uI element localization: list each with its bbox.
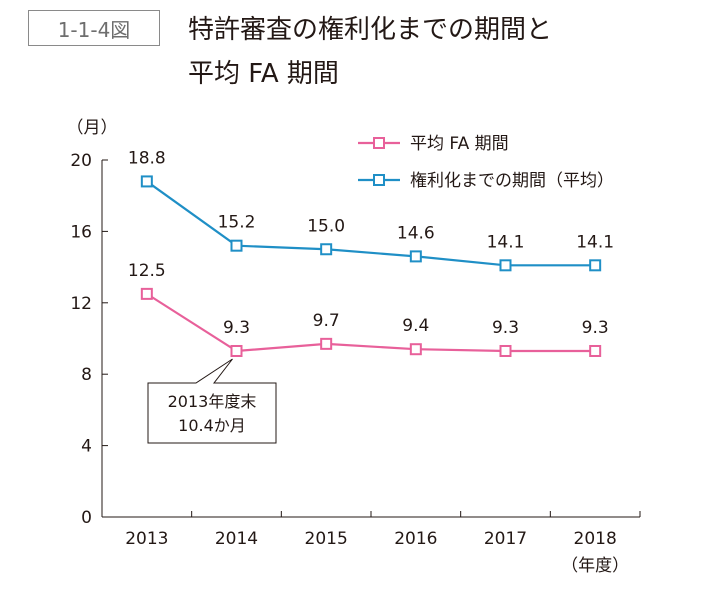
data-point [589,344,602,357]
data-point [320,337,333,350]
data-label: 12.5 [128,261,166,281]
legend-label: 平均 FA 期間 [410,134,509,154]
y-axis-label: （月） [67,118,118,138]
data-point [499,259,512,272]
y-tick-label: 4 [81,437,92,457]
data-label: 14.6 [397,223,435,243]
x-tick-label: 2016 [394,529,437,549]
chart-annotation: 2013年度末 10.4か月 [147,358,277,444]
data-label: 9.3 [492,318,519,338]
y-tick-label: 0 [81,508,92,528]
data-label: 9.4 [402,316,429,336]
data-point [409,343,422,356]
data-point [140,175,153,188]
data-point [409,250,422,263]
legend-marker [373,174,385,186]
data-label: 15.2 [218,213,256,233]
data-point [230,344,243,357]
x-tick-label: 2017 [484,529,527,549]
data-point [140,287,153,300]
legend-label: 権利化までの期間（平均） [410,171,614,191]
chart-marks: 12.5 9.3 9.7 9.4 9.3 9.3 18.8 15.2 15.0 14.6 14.1 1… [128,148,614,357]
data-label: 18.8 [128,148,166,168]
figure-number-badge: 1-1-4図 [28,10,160,46]
data-point [589,259,602,272]
series-line [146,292,596,353]
legend-marker [373,137,385,149]
data-point [320,243,333,256]
x-tick-label: 2018 [574,529,617,549]
data-label: 15.0 [307,216,345,236]
data-label: 9.7 [313,311,340,331]
data-label: 14.1 [576,232,614,252]
data-point [499,344,512,357]
x-axis-label: （年度） [561,556,629,576]
x-tick-label: 2013 [125,529,168,549]
figure-number: 1-1-4図 [57,17,131,42]
data-label: 14.1 [487,232,525,252]
y-tick-label: 16 [70,222,92,242]
x-tick-label: 2014 [215,529,258,549]
series-line [146,180,596,267]
chart-axes: 0 4 8 12 16 20 2013 2014 2015 2016 2017 2018 （月） （年度） [67,118,641,576]
annotation-line2: 10.4か月 [178,416,246,435]
y-tick-label: 20 [70,151,92,171]
annotation-line1: 2013年度末 [168,392,257,411]
x-tick-label: 2015 [305,529,348,549]
figure-title: 特許審査の権利化までの期間と 平均 FA 期間 [188,8,552,96]
data-label: 9.3 [582,318,609,338]
figure-title-line1: 特許審査の権利化までの期間と [188,15,553,45]
y-tick-label: 8 [81,365,92,385]
figure-title-line2: 平均 FA 期間 [188,59,339,89]
y-tick-label: 12 [70,294,92,314]
annotation-box [147,358,277,444]
data-label: 9.3 [223,318,250,338]
data-point [230,239,243,252]
